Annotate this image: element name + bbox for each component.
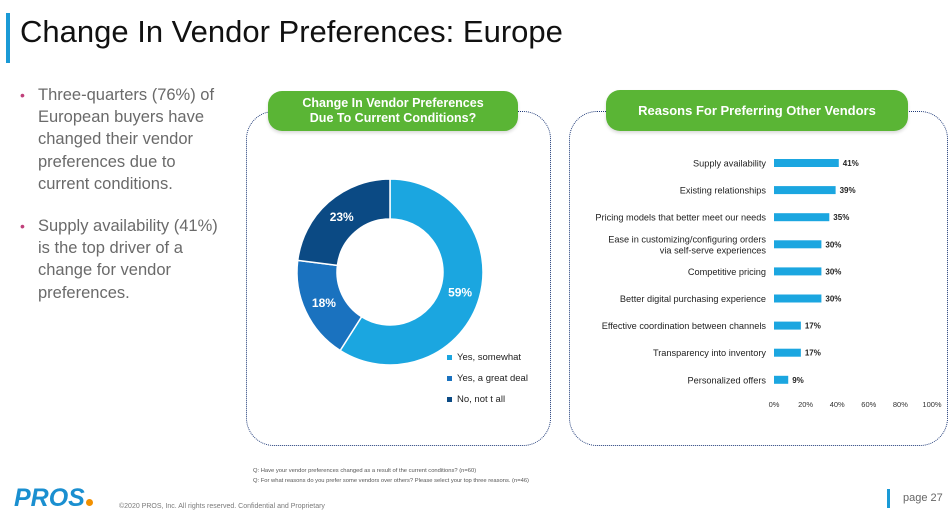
donut-title-line: Due To Current Conditions?	[309, 111, 477, 125]
bar-category-label: Better digital purchasing experience	[620, 294, 766, 304]
x-tick-label: 60%	[861, 400, 876, 409]
legend-swatch	[447, 354, 452, 360]
title-accent-bar	[6, 13, 10, 63]
donut-title-line: Change In Vendor Preferences	[302, 96, 484, 110]
donut-chart-title: Change In Vendor Preferences Due To Curr…	[268, 91, 518, 131]
bar-chart-title: Reasons For Preferring Other Vendors	[606, 90, 908, 131]
legend-item: Yes, somewhat	[447, 351, 528, 363]
x-tick-label: 80%	[893, 400, 908, 409]
x-tick-label: 100%	[922, 400, 942, 409]
bar-category-label: Ease in customizing/configuring orders	[608, 234, 766, 244]
bar-category-label: Effective coordination between channels	[602, 321, 767, 331]
bar	[774, 213, 830, 222]
bullet-item: • Three-quarters (76%) of European buyer…	[18, 84, 218, 195]
bar	[774, 294, 822, 303]
copyright: ©2020 PROS, Inc. All rights reserved. Co…	[119, 503, 325, 510]
bullet-dot-icon: •	[20, 218, 25, 235]
bar-value-label: 39%	[840, 186, 856, 195]
bullet-text: Supply availability (41%) is the top dri…	[38, 217, 218, 302]
bar-chart: Supply availability 41% Existing relations…	[595, 159, 942, 410]
donut-slice-label: 18%	[312, 296, 336, 310]
legend-swatch	[447, 375, 452, 381]
bar-category-label: Personalized offers	[688, 375, 767, 385]
page-number: page 27	[903, 492, 943, 504]
legend-label: Yes, a great deal	[457, 372, 528, 384]
bar-value-label: 9%	[792, 376, 804, 385]
donut-chart: 59% 18% 23%	[296, 178, 484, 366]
bar-value-label: 30%	[825, 267, 841, 276]
bar-category-label: Existing relationships	[680, 186, 767, 196]
logo-text: PROS	[14, 484, 85, 512]
bar-value-label: 17%	[805, 349, 821, 358]
x-tick-label: 40%	[830, 400, 845, 409]
bar-value-label: 17%	[805, 322, 821, 331]
footnotes: Q: Have your vendor preferences changed …	[253, 466, 529, 486]
donut-slice	[339, 178, 484, 366]
bar-category-label: Transparency into inventory	[653, 348, 766, 358]
bar-value-label: 41%	[843, 159, 859, 168]
bar-value-label: 35%	[833, 213, 849, 222]
donut-slice-label: 59%	[448, 285, 472, 299]
bar	[774, 186, 836, 195]
bar	[774, 348, 801, 357]
donut-slice	[296, 178, 391, 267]
page-title: Change In Vendor Preferences: Europe	[20, 14, 563, 49]
logo-dot-icon	[85, 499, 93, 506]
legend-label: No, not t all	[457, 393, 506, 405]
legend-swatch	[447, 396, 452, 402]
bullet-list: • Three-quarters (76%) of European buyer…	[18, 84, 218, 304]
legend-item: Yes, a great deal	[447, 372, 528, 384]
legend-label: Yes, somewhat	[457, 351, 522, 363]
bar-category-label: Supply availability	[693, 159, 766, 169]
footnote: Q: For what reasons do you prefer some v…	[253, 478, 529, 484]
bar-category-label: Competitive pricing	[688, 267, 766, 277]
bar	[774, 375, 789, 384]
x-tick-label: 20%	[798, 400, 813, 409]
footnote: Q: Have your vendor preferences changed …	[253, 468, 477, 474]
donut-slice-label: 23%	[330, 210, 354, 224]
bar	[774, 240, 822, 249]
bar	[774, 321, 801, 330]
bar-category-label: Pricing models that better meet our need…	[595, 213, 766, 223]
bar-category-label: via self-serve experiences	[660, 245, 767, 255]
bar	[774, 267, 822, 276]
x-tick-label: 0%	[769, 400, 780, 409]
bar	[774, 159, 839, 167]
page-accent-bar	[887, 489, 890, 508]
donut-legend: Yes, somewhat Yes, a great deal No, not …	[447, 352, 528, 415]
bar-value-label: 30%	[825, 240, 841, 249]
bullet-text: Three-quarters (76%) of European buyers …	[38, 86, 215, 193]
legend-item: No, not t all	[447, 393, 528, 405]
bullet-dot-icon: •	[20, 87, 25, 103]
bar-value-label: 30%	[825, 295, 841, 304]
bullet-item: • Supply availability (41%) is the top d…	[18, 215, 218, 304]
pros-logo: PROS	[14, 484, 93, 513]
